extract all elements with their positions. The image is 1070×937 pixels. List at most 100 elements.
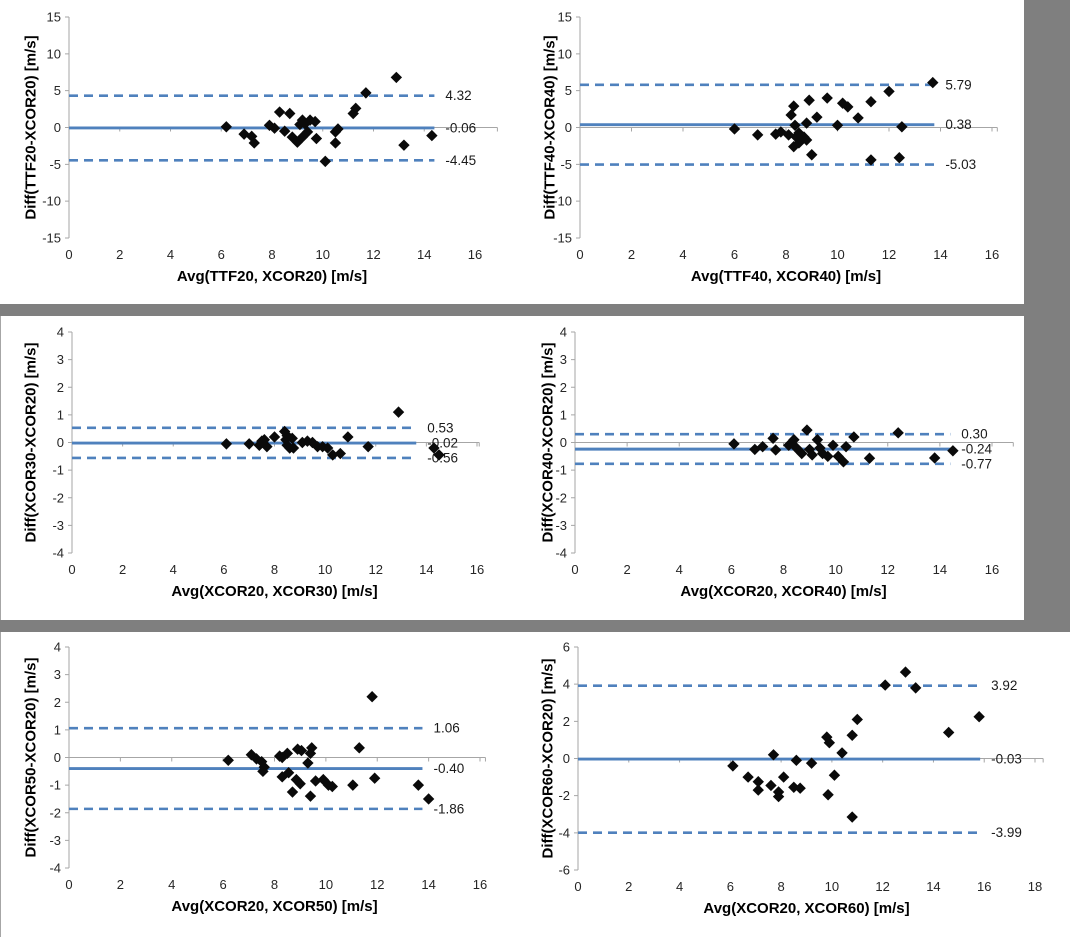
y-tick-label: -10	[553, 194, 572, 209]
y-tick-label: -2	[555, 490, 567, 505]
x-tick-label: 8	[271, 562, 278, 577]
scatter-points	[222, 691, 435, 805]
x-tick-label: 12	[882, 247, 896, 262]
y-tick-label: -4	[558, 825, 570, 840]
x-tick-label: 12	[369, 562, 383, 577]
x-tick-label: 0	[68, 562, 75, 577]
scatter-points	[728, 76, 939, 166]
line-value-label: -0.03	[991, 752, 1022, 767]
y-tick-label: 10	[558, 46, 572, 61]
panel-row-1	[0, 0, 1024, 304]
x-tick-label: 6	[220, 877, 227, 892]
y-tick-label: 2	[54, 695, 61, 710]
x-tick-label: 0	[574, 879, 581, 894]
x-tick-label: 16	[470, 562, 484, 577]
x-tick-label: 2	[624, 562, 631, 577]
x-tick-label: 4	[168, 877, 175, 892]
y-tick-label: 3	[57, 352, 64, 367]
line-value-label: 4.32	[445, 88, 471, 103]
x-tick-label: 10	[318, 562, 332, 577]
x-tick-label: 6	[728, 562, 735, 577]
y-axis-title: Diff(TTF20-XCOR20) [m/s]	[22, 35, 39, 219]
row-separator-1	[0, 304, 1070, 316]
scatter-points	[220, 71, 438, 168]
x-axis-title: Avg(XCOR20, XCOR60) [m/s]	[703, 900, 909, 917]
line-value-label: 1.06	[433, 721, 459, 736]
y-tick-label: 6	[563, 640, 570, 655]
right-gray-bar	[1024, 0, 1070, 620]
y-tick-label: 0	[54, 750, 61, 765]
x-tick-label: 0	[571, 562, 578, 577]
y-axis-title: Diff(XCOR30-XCOR20) [m/s]	[22, 342, 39, 542]
line-value-label: -0.24	[961, 442, 992, 457]
line-value-label: 0.53	[427, 420, 453, 435]
x-tick-label: 6	[218, 247, 225, 262]
y-tick-label: 4	[560, 325, 567, 340]
line-value-label: -0.77	[961, 456, 992, 471]
line-value-label: 0.38	[945, 117, 971, 132]
x-tick-label: 10	[319, 877, 333, 892]
x-tick-label: 2	[625, 879, 632, 894]
y-tick-label: -3	[49, 833, 61, 848]
y-tick-label: -15	[553, 231, 572, 246]
line-value-label: -4.45	[445, 153, 476, 168]
x-tick-label: 6	[727, 879, 734, 894]
x-tick-label: 6	[220, 562, 227, 577]
y-tick-label: -5	[49, 157, 61, 172]
row-separator-2	[0, 620, 1070, 632]
line-value-label: -5.03	[945, 157, 976, 172]
y-tick-label: 5	[565, 83, 572, 98]
y-tick-label: -1	[49, 778, 61, 793]
y-tick-label: 3	[54, 667, 61, 682]
y-tick-label: -1	[555, 463, 567, 478]
x-tick-label: 14	[926, 879, 940, 894]
x-tick-label: 16	[473, 877, 487, 892]
x-tick-label: 8	[777, 879, 784, 894]
line-value-label: 5.79	[945, 77, 971, 92]
scatter-points	[727, 666, 985, 823]
x-tick-label: 14	[421, 877, 435, 892]
y-tick-label: -2	[52, 490, 64, 505]
y-tick-label: 0	[57, 435, 64, 450]
y-tick-label: 0	[54, 120, 61, 135]
scatter-points	[220, 406, 445, 461]
y-tick-label: -3	[555, 518, 567, 533]
line-value-label: -1.86	[433, 801, 464, 816]
y-tick-label: 0	[563, 751, 570, 766]
y-tick-label: 15	[558, 10, 572, 25]
y-tick-label: 5	[54, 83, 61, 98]
x-tick-label: 4	[170, 562, 177, 577]
x-tick-label: 8	[782, 247, 789, 262]
x-tick-label: 16	[985, 247, 999, 262]
x-tick-label: 2	[628, 247, 635, 262]
y-tick-label: 4	[54, 640, 61, 655]
line-value-label: 0.30	[961, 427, 987, 442]
y-tick-label: 10	[47, 46, 61, 61]
y-tick-label: -4	[52, 546, 64, 561]
line-value-label: -0.56	[427, 450, 458, 465]
x-tick-label: 10	[316, 247, 330, 262]
y-tick-label: -1	[52, 463, 64, 478]
x-tick-label: 12	[366, 247, 380, 262]
y-tick-label: 0	[560, 435, 567, 450]
y-tick-label: 2	[560, 380, 567, 395]
panel-row-3	[0, 632, 1070, 937]
x-axis-title: Avg(TTF20, XCOR20) [m/s]	[177, 268, 367, 285]
y-tick-label: 2	[563, 714, 570, 729]
x-tick-label: 10	[825, 879, 839, 894]
x-axis-title: Avg(XCOR20, XCOR30) [m/s]	[171, 583, 377, 600]
y-tick-label: -15	[42, 231, 61, 246]
x-tick-label: 4	[676, 879, 683, 894]
x-tick-label: 6	[731, 247, 738, 262]
x-axis-title: Avg(TTF40, XCOR40) [m/s]	[691, 268, 881, 285]
x-tick-label: 0	[65, 877, 72, 892]
x-tick-label: 10	[830, 247, 844, 262]
x-tick-label: 14	[933, 247, 947, 262]
y-tick-label: 2	[57, 380, 64, 395]
y-tick-label: -3	[52, 518, 64, 533]
y-tick-label: -4	[49, 861, 61, 876]
